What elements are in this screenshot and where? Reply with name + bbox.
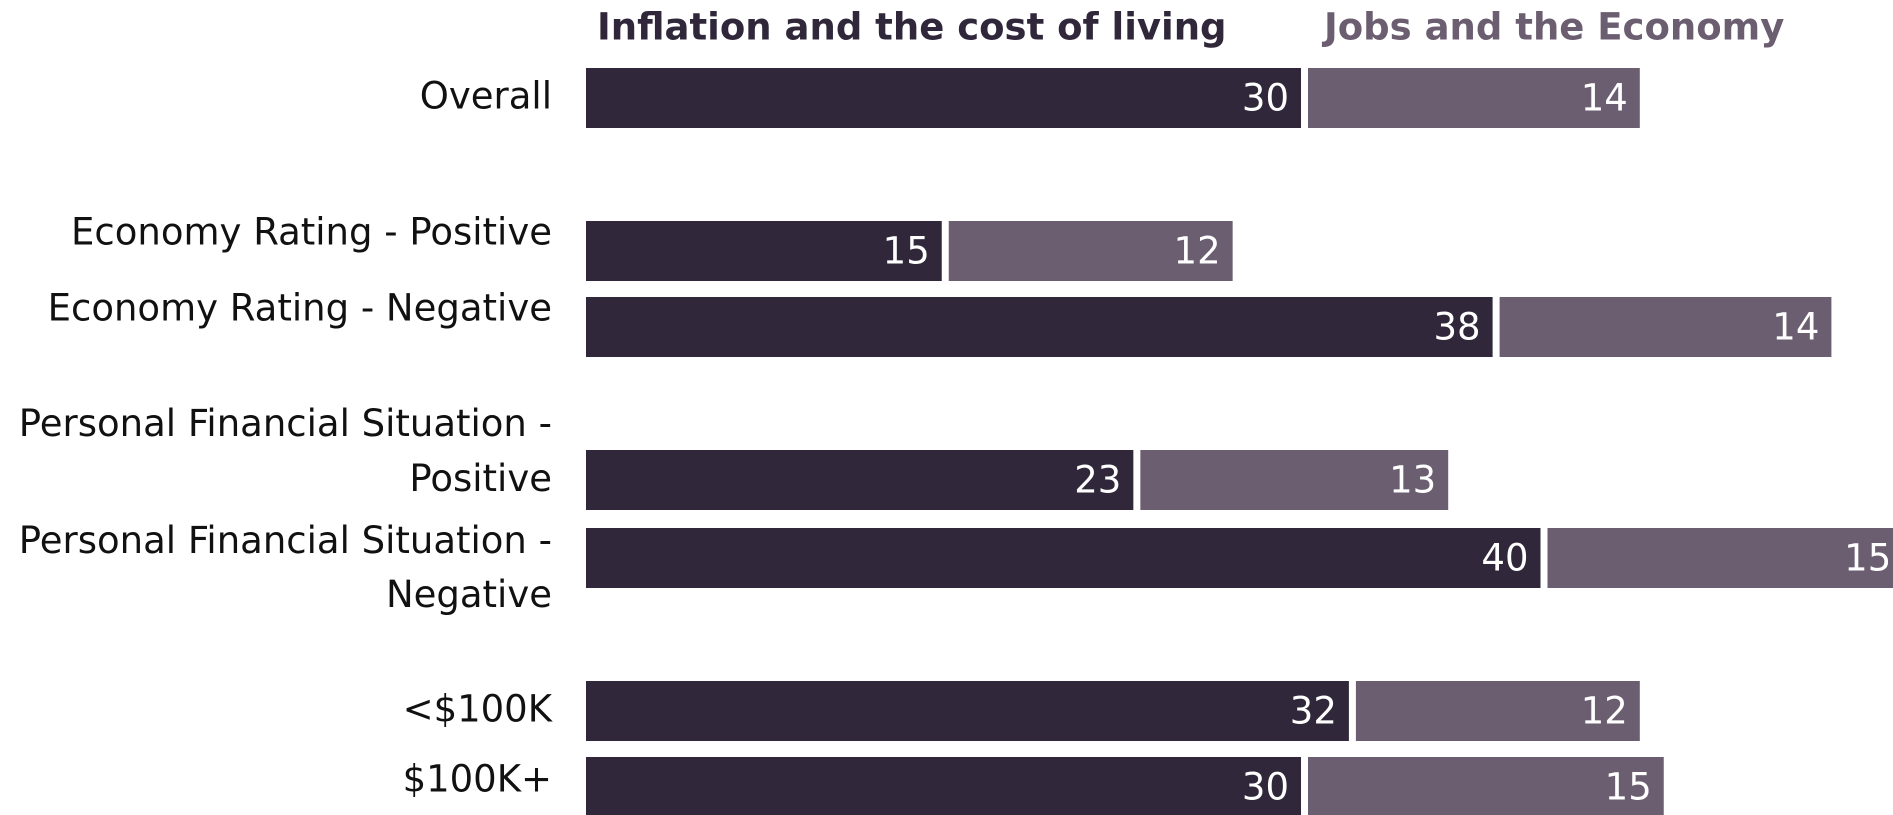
category-label: Personal Financial Situation -Positive: [19, 402, 552, 500]
category-label: Economy Rating - Negative: [48, 287, 552, 330]
category-label: $100K+: [403, 758, 552, 801]
bar: [1308, 757, 1664, 815]
value-label: 40: [1481, 537, 1528, 580]
value-label: 15: [1844, 537, 1891, 580]
category-label: <$100K: [403, 688, 554, 731]
value-label: 30: [1242, 77, 1289, 120]
bar: [586, 450, 1134, 510]
bar: [586, 757, 1301, 815]
value-label: 23: [1074, 459, 1121, 502]
category-label: Overall: [420, 75, 552, 118]
value-label: 32: [1290, 690, 1337, 733]
value-label: 15: [883, 230, 930, 273]
category-label: Economy Rating - Positive: [71, 211, 552, 254]
value-label: 30: [1242, 766, 1289, 809]
legend-label: Inflation and the cost of living: [597, 6, 1227, 49]
bar: [586, 221, 942, 281]
value-label: 14: [1772, 306, 1819, 349]
bar: [1547, 528, 1893, 588]
bar: [586, 297, 1493, 357]
bar: [586, 68, 1301, 128]
value-label: 13: [1389, 459, 1436, 502]
value-label: 14: [1581, 77, 1628, 120]
value-label: 12: [1581, 690, 1628, 733]
value-label: 15: [1605, 766, 1652, 809]
bar: [586, 681, 1349, 741]
bar: [586, 528, 1541, 588]
bar: [1355, 681, 1640, 741]
bar: [1308, 68, 1640, 128]
value-label: 38: [1434, 306, 1481, 349]
value-label: 12: [1174, 230, 1221, 273]
bar: [1499, 297, 1832, 357]
bar: [948, 221, 1233, 281]
legend-label: Jobs and the Economy: [1321, 6, 1784, 49]
category-label: Personal Financial Situation -Negative: [19, 519, 552, 616]
bar: [1140, 450, 1449, 510]
